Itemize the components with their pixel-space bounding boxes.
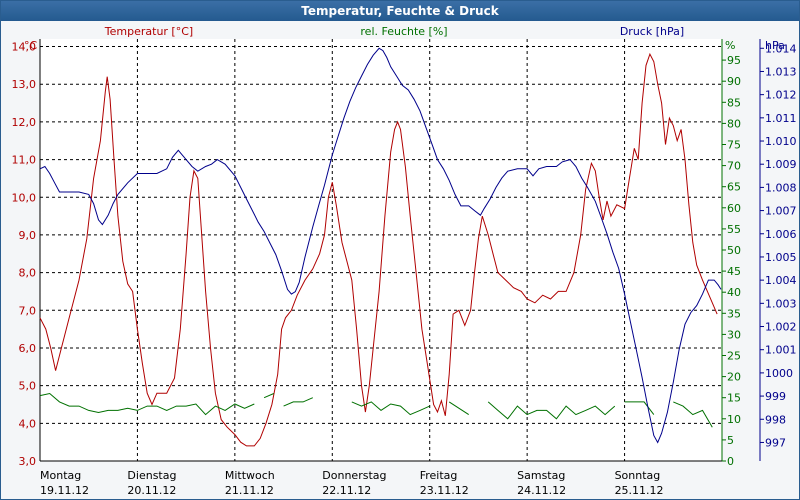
x-tick-day: Freitag: [420, 469, 458, 482]
humidity-tick-label: 20: [727, 371, 741, 384]
axes: [39, 39, 764, 462]
pressure-tick-label: 997: [765, 436, 786, 449]
humidity-tick-label: 5: [727, 434, 734, 447]
humidity-tick-label: 30: [727, 328, 741, 341]
humidity-tick-label: 70: [727, 160, 741, 173]
x-tick-day: Mittwoch: [225, 469, 275, 482]
series-line-humidity: [673, 401, 713, 428]
humidity-tick-label: 55: [727, 223, 741, 236]
pressure-tick-label: 1.001: [765, 344, 797, 357]
humidity-tick-label: 80: [727, 117, 741, 130]
x-tick-date: 21.11.12: [225, 484, 274, 497]
pressure-tick-label: 1.004: [765, 274, 797, 287]
series-line-pressure: [39, 47, 722, 444]
series-line-humidity: [487, 401, 616, 420]
humidity-tick-label: 60: [727, 202, 741, 215]
pressure-tick-label: 1.003: [765, 297, 797, 310]
humidity-tick-label: 50: [727, 244, 741, 257]
humidity-tick-label: 90: [727, 75, 741, 88]
pressure-tick-label: 1.010: [765, 135, 797, 148]
pressure-tick-label: 1.011: [765, 112, 797, 125]
x-tick-date: 23.11.12: [420, 484, 469, 497]
x-tick-day: Montag: [40, 469, 81, 482]
plot-area: [40, 39, 722, 461]
pressure-tick-label: 1.006: [765, 228, 797, 241]
series-line-humidity: [448, 401, 469, 416]
x-tick-day: Samstag: [517, 469, 565, 482]
pressure-unit-label: hPa: [765, 39, 785, 52]
pressure-tick-label: 1.012: [765, 89, 797, 102]
temp-tick-label: 13,0: [12, 78, 37, 91]
pressure-tick-label: 1.005: [765, 251, 797, 264]
series-line-humidity: [39, 392, 255, 416]
pressure-tick-label: 1.007: [765, 205, 797, 218]
series-line-humidity: [263, 393, 274, 399]
temp-tick-label: 5,0: [19, 380, 37, 393]
temp-tick-label: 7,0: [19, 304, 37, 317]
humidity-tick-label: 45: [727, 265, 741, 278]
humidity-tick-label: 40: [727, 286, 741, 299]
x-tick-date: 25.11.12: [615, 484, 664, 497]
temp-tick-label: 4,0: [19, 417, 37, 430]
x-tick-day: Sonntag: [615, 469, 661, 482]
series-line-humidity: [283, 397, 313, 407]
window-title: Temperatur, Feuchte & Druck: [1, 1, 799, 21]
humidity-tick-label: 25: [727, 350, 741, 363]
pressure-tick-label: 1000: [765, 367, 793, 380]
x-tick-date: 24.11.12: [517, 484, 566, 497]
series-group: [39, 47, 722, 447]
temp-tick-label: 9,0: [19, 229, 37, 242]
pressure-tick-label: 1.013: [765, 65, 797, 78]
temp-tick-label: 11,0: [12, 154, 37, 167]
temp-tick-label: 12,0: [12, 116, 37, 129]
humidity-tick-label: 75: [727, 139, 741, 152]
humidity-tick-label: 95: [727, 54, 741, 67]
temp-tick-label: 3,0: [19, 455, 37, 468]
humidity-tick-label: 65: [727, 181, 741, 194]
humidity-tick-label: 15: [727, 392, 741, 405]
x-tick-day: Donnerstag: [322, 469, 386, 482]
temp-tick-label: 6,0: [19, 342, 37, 355]
pressure-tick-label: 1.002: [765, 321, 797, 334]
humidity-tick-label: 0: [727, 455, 734, 468]
temp-tick-label: 10,0: [12, 191, 37, 204]
series-line-humidity: [351, 401, 430, 416]
temp-axis-head: Temperatur [°C]: [104, 25, 193, 38]
x-tick-date: 22.11.12: [322, 484, 371, 497]
x-tick-date: 19.11.12: [40, 484, 89, 497]
humidity-tick-label: 85: [727, 96, 741, 109]
pressure-axis-head: Druck [hPa]: [620, 25, 684, 38]
temp-tick-label: 14,0: [12, 41, 37, 54]
x-tick-day: Dienstag: [127, 469, 176, 482]
temp-tick-label: 8,0: [19, 267, 37, 280]
pressure-tick-label: 998: [765, 413, 786, 426]
grid: [40, 39, 722, 462]
pressure-tick-label: 1.008: [765, 181, 797, 194]
pressure-tick-label: 1.014: [765, 42, 797, 55]
humidity-unit-label: %: [725, 39, 735, 52]
humidity-tick-label: 35: [727, 307, 741, 320]
labels: 14,0 13,0 12,0 11,0 10,0 9,0 8,0 7,0 6,0 5,0 4,0 3,…: [12, 25, 797, 497]
temp-unit-label: °C: [24, 39, 38, 52]
pressure-tick-label: 1.009: [765, 158, 797, 171]
series-line-temperature: [39, 52, 718, 447]
humidity-axis-head: rel. Feuchte [%]: [360, 25, 447, 38]
pressure-tick-label: 999: [765, 390, 786, 403]
x-tick-date: 20.11.12: [127, 484, 176, 497]
series-line-humidity: [624, 401, 655, 415]
humidity-tick-label: 10: [727, 413, 741, 426]
